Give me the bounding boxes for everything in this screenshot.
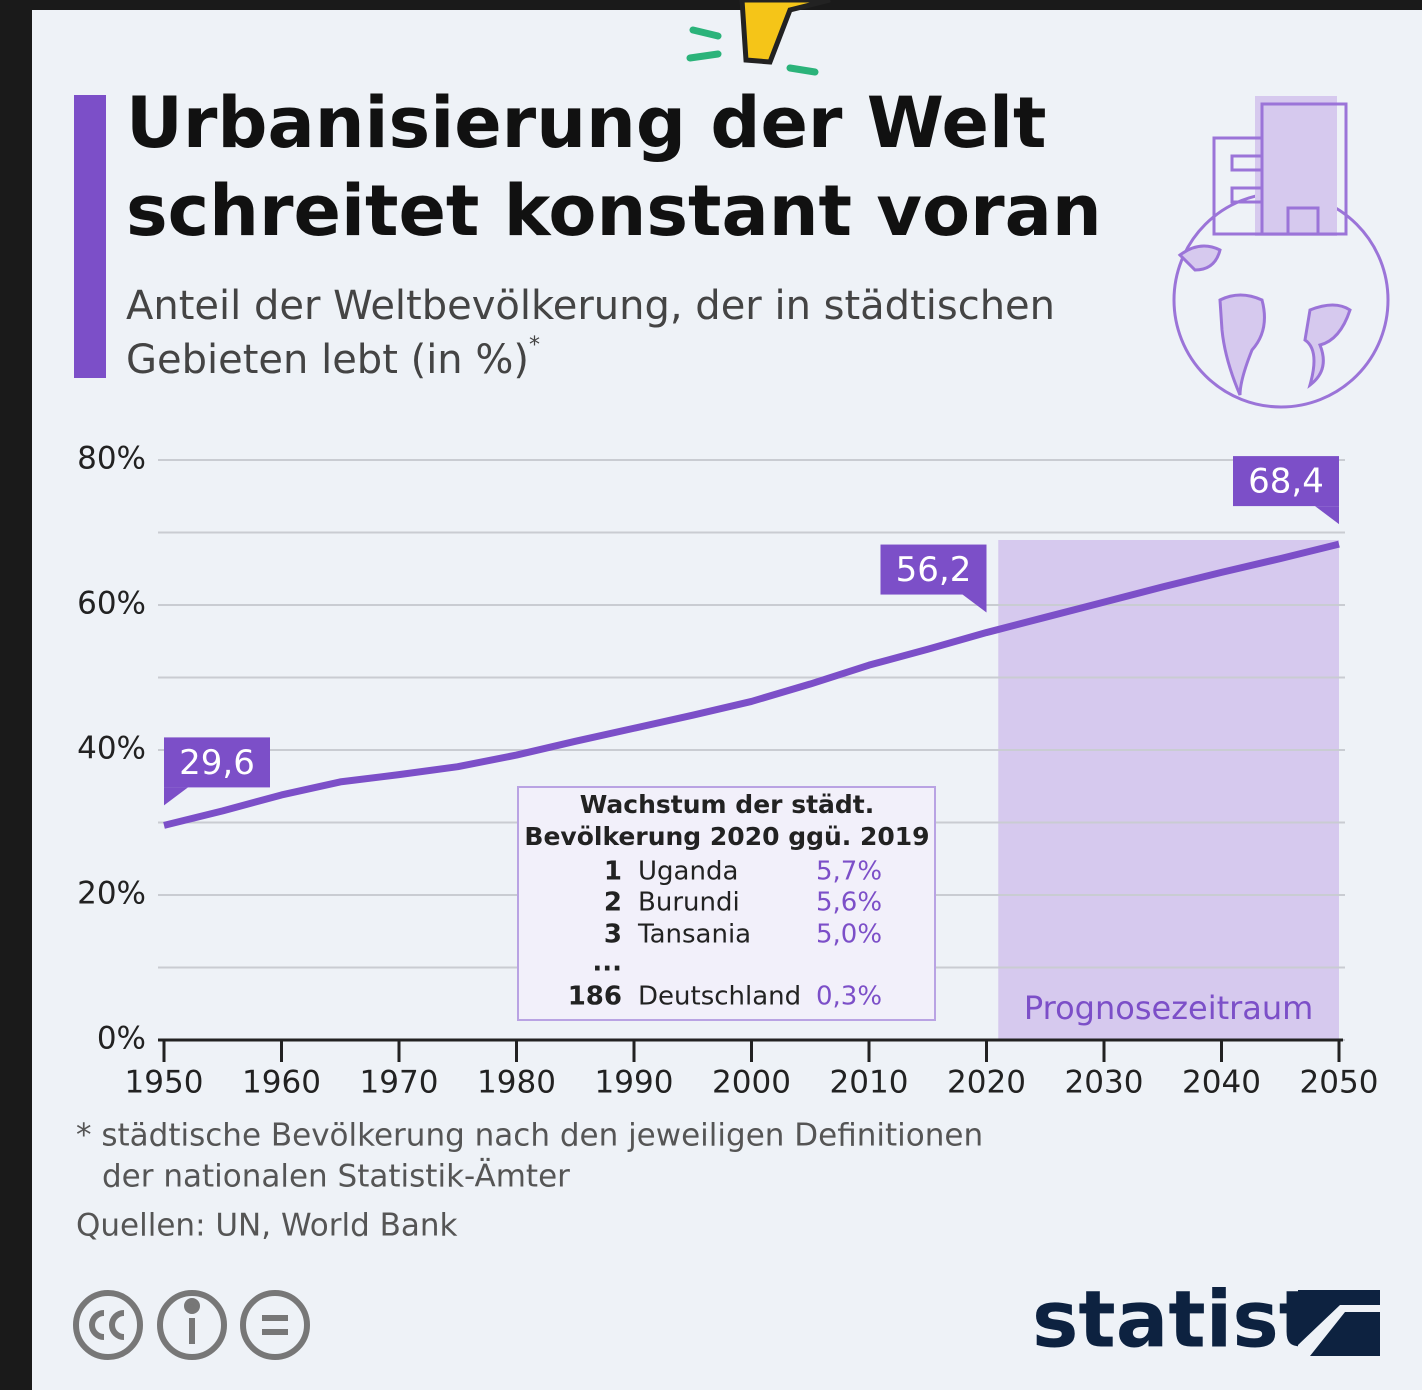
inset-country: Uganda bbox=[638, 857, 738, 887]
inset-rank: ... bbox=[592, 948, 622, 978]
source: Quellen: UN, World Bank bbox=[76, 1208, 458, 1244]
value-label: 68,4 bbox=[1248, 462, 1324, 502]
inset-country: Tansania bbox=[637, 920, 751, 950]
inset-title: Wachstum der städt. bbox=[580, 790, 874, 819]
inset-rank: 186 bbox=[568, 982, 622, 1012]
footnote-line: der nationalen Statistik-Ämter bbox=[102, 1159, 570, 1195]
title-line: Urbanisierung der Welt bbox=[126, 82, 1046, 164]
x-tick-label: 2020 bbox=[947, 1065, 1026, 1101]
subtitle-text: Gebieten lebt (in %) bbox=[126, 337, 529, 383]
inset-country: Deutschland bbox=[638, 982, 801, 1012]
x-tick-label: 1980 bbox=[477, 1065, 556, 1101]
x-tick-label: 2000 bbox=[712, 1065, 791, 1101]
inset-rank: 1 bbox=[604, 857, 622, 887]
inset-rank: 2 bbox=[604, 888, 622, 918]
subtitle-line: Anteil der Weltbevölkerung, der in städt… bbox=[126, 283, 1055, 329]
y-tick-label: 40% bbox=[77, 731, 146, 767]
value-label: 29,6 bbox=[179, 743, 255, 783]
inset-value: 5,0% bbox=[816, 920, 882, 950]
infographic: Urbanisierung der Welt schreitet konstan… bbox=[0, 0, 1422, 1390]
y-tick-label: 60% bbox=[77, 586, 146, 622]
x-tick-label: 1990 bbox=[595, 1065, 674, 1101]
inset-country: Burundi bbox=[638, 888, 740, 918]
footnote-line: * städtische Bevölkerung nach den jeweil… bbox=[76, 1118, 983, 1154]
inset-value: 0,3% bbox=[816, 982, 882, 1012]
x-tick-label: 1960 bbox=[242, 1065, 321, 1101]
title-line: schreitet konstant voran bbox=[126, 170, 1102, 252]
y-tick-label: 20% bbox=[77, 876, 146, 912]
subtitle-mark: * bbox=[529, 333, 540, 358]
x-tick-label: 1950 bbox=[125, 1065, 204, 1101]
x-tick-label: 2010 bbox=[830, 1065, 909, 1101]
x-tick-label: 2030 bbox=[1065, 1065, 1144, 1101]
x-tick-label: 2050 bbox=[1300, 1065, 1379, 1101]
x-tick-label: 2040 bbox=[1182, 1065, 1261, 1101]
y-tick-label: 80% bbox=[77, 441, 146, 477]
inset-value: 5,6% bbox=[816, 888, 882, 918]
brand-icon bbox=[1298, 1290, 1380, 1356]
page: {"chart_data": { "type": "line", "title"… bbox=[0, 0, 1422, 1390]
inset-value: 5,7% bbox=[816, 857, 882, 887]
inset-rank: 3 bbox=[604, 920, 622, 950]
inset-title: Bevölkerung 2020 ggü. 2019 bbox=[524, 822, 929, 851]
value-label: 56,2 bbox=[896, 550, 972, 590]
y-tick-label: 0% bbox=[97, 1021, 146, 1057]
accent-bar bbox=[74, 95, 106, 378]
forecast-label: Prognosezeitraum bbox=[1024, 989, 1313, 1027]
x-tick-label: 1970 bbox=[360, 1065, 439, 1101]
subtitle-line: Gebieten lebt (in %)* bbox=[126, 333, 540, 383]
